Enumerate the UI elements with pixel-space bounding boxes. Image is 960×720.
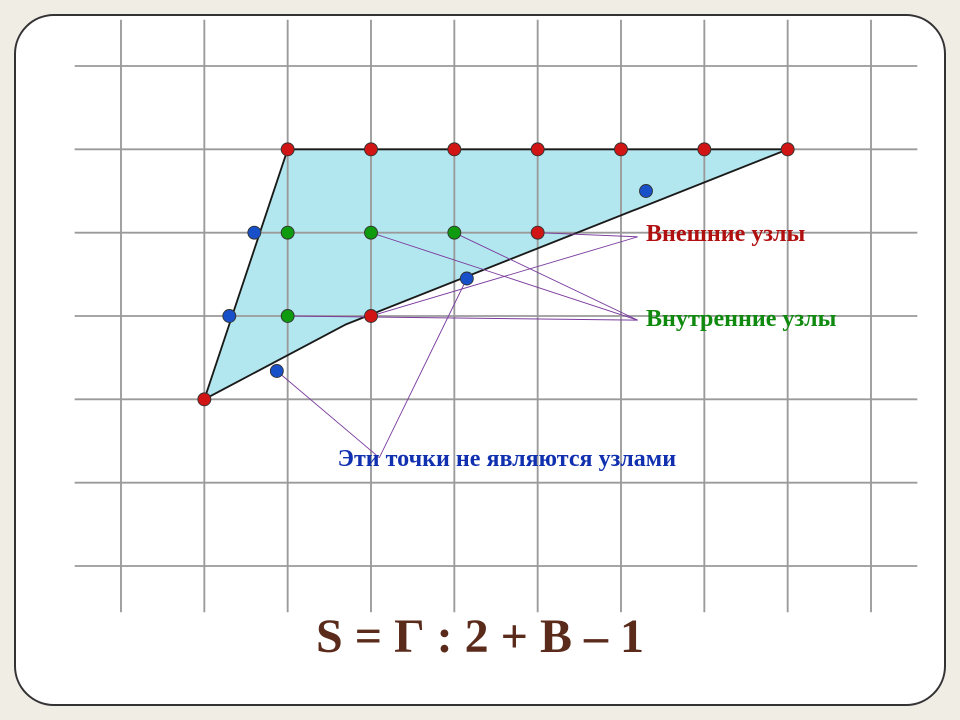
slide-card: Внешние узлы Внутренние узлы Эти точки не … [14,14,946,706]
label-non-nodes: Эти точки не являются узлами [338,446,677,472]
diagram-container: Внешние узлы Внутренние узлы Эти точки не … [96,66,896,566]
label-inner-nodes: Внутренние узлы [646,306,837,332]
picks-theorem-diagram: Внешние узлы Внутренние узлы Эти точки не … [96,66,896,566]
polygon-fill [204,149,787,399]
label-outer-nodes: Внешние узлы [646,221,806,247]
formula-text: S = Г : 2 + В – 1 [16,609,944,664]
